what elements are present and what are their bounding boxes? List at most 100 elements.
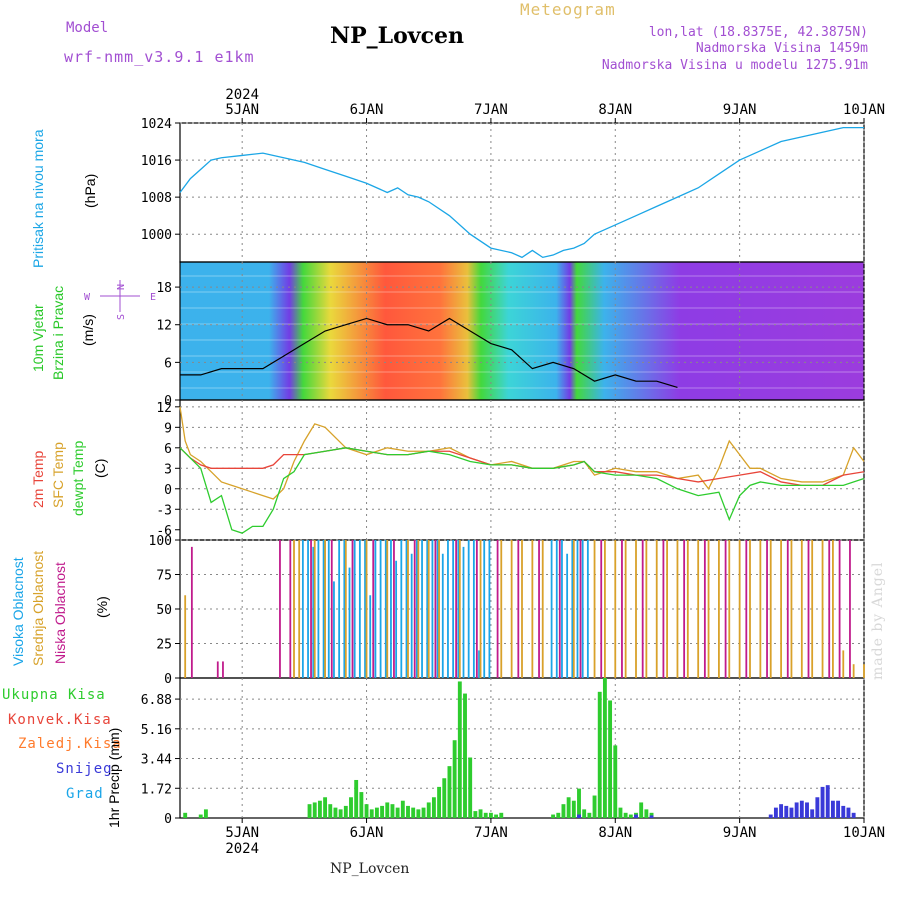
precip-bar xyxy=(494,814,499,818)
precip-bar xyxy=(483,812,488,818)
sfc-temp-line xyxy=(179,406,865,500)
precip-bar xyxy=(411,807,416,818)
precip-tick-label: 3.44 xyxy=(141,753,172,768)
precip-bar xyxy=(779,804,784,818)
precip-bar xyxy=(571,800,576,818)
precip-bar xyxy=(333,807,338,818)
precip-bar xyxy=(820,786,825,818)
precip-bar xyxy=(566,797,571,818)
precip-bar xyxy=(203,809,208,818)
precip-conv-label: Konvek.Kisa xyxy=(8,712,112,728)
precip-tick-label: 1.72 xyxy=(141,782,172,797)
precip-bar xyxy=(431,797,436,818)
precip-bar xyxy=(649,815,654,818)
temp-tick-label: 3 xyxy=(164,462,172,477)
precip-bar xyxy=(602,678,607,818)
meteogram-label: Meteogram xyxy=(520,0,616,19)
wind-tick-label: 18 xyxy=(156,281,172,296)
compass-n: N xyxy=(116,284,127,290)
x-tick-label-bottom: 10JAN xyxy=(843,825,885,841)
precip-bar xyxy=(349,797,353,818)
precip-bar xyxy=(457,681,462,818)
precip-bar xyxy=(473,811,478,818)
precip-bar xyxy=(582,809,587,818)
precip-frz-label: Zaledj.Kisa xyxy=(18,736,122,752)
temp-frame xyxy=(179,399,865,541)
precip-tick-label: 0 xyxy=(164,812,172,827)
wind-tick-label: 12 xyxy=(156,319,172,334)
precip-bar xyxy=(768,814,773,818)
x-tick-label-bottom: 9JAN xyxy=(723,825,757,841)
pressure-tick-label: 1000 xyxy=(141,228,172,243)
precip-snow-label: Snijeg xyxy=(56,761,113,777)
year-label-top: 2024 xyxy=(225,87,259,103)
precip-bar xyxy=(380,805,385,818)
precip-bar xyxy=(328,804,333,818)
cloud-tick-label: 0 xyxy=(164,672,172,687)
x-tick-label-top: 5JAN xyxy=(225,102,259,118)
year-label-bottom: 2024 xyxy=(225,841,259,857)
temp-tick-label: 12 xyxy=(156,401,172,416)
precip-bar xyxy=(628,814,633,818)
footer-station: NP_Lovcen xyxy=(330,861,410,877)
precip-bar xyxy=(815,797,820,818)
precip-bar xyxy=(447,766,452,818)
pressure-frame xyxy=(179,122,865,263)
precip-bar xyxy=(613,745,618,818)
precip-bar xyxy=(421,807,426,818)
x-tick-label-bottom: 5JAN xyxy=(225,825,259,841)
precip-bar xyxy=(805,802,809,818)
temp-tick-label: 6 xyxy=(164,442,172,457)
precip-bar xyxy=(395,807,400,818)
model-label: Model xyxy=(66,20,109,36)
temp-tick-label: 9 xyxy=(164,421,172,436)
precip-bar xyxy=(198,814,203,818)
precip-bar xyxy=(406,805,410,818)
model-elevation-label: Nadmorska Visina u modelu 1275.91m xyxy=(601,58,868,73)
wind-tick-label: 6 xyxy=(164,356,172,371)
precip-bar xyxy=(799,800,804,818)
x-tick-label-bottom: 7JAN xyxy=(474,825,508,841)
pressure-tick-label: 1008 xyxy=(141,191,172,206)
precip-bar xyxy=(794,802,799,818)
precip-bar xyxy=(499,812,504,818)
x-tick-label-bottom: 6JAN xyxy=(350,825,384,841)
precip-bar xyxy=(623,812,628,818)
precip-grad-label: Grad xyxy=(66,786,104,802)
precip-bar xyxy=(385,802,390,818)
model-name: wrf-nmm_v3.9.1 e1km xyxy=(64,48,255,66)
precip-bar xyxy=(773,807,778,818)
pressure-tick-label: 1024 xyxy=(141,117,172,132)
precip-bar xyxy=(841,805,846,818)
x-tick-label-top: 10JAN xyxy=(843,102,885,118)
temp-tick-label: 0 xyxy=(164,483,172,498)
pressure-tick-label: 1016 xyxy=(141,154,172,169)
dewpt-line xyxy=(179,447,865,534)
precip-bar xyxy=(452,740,457,818)
elevation-label: Nadmorska Visina 1459m xyxy=(695,41,868,56)
pressure-line xyxy=(179,126,864,259)
precip-bar xyxy=(608,700,613,818)
precip-bar xyxy=(317,800,322,818)
precip-tick-label: 5.16 xyxy=(141,723,172,738)
x-tick-label-top: 9JAN xyxy=(723,102,757,118)
precip-bar xyxy=(836,800,841,818)
precip-bar xyxy=(364,804,369,818)
x-tick-label-top: 8JAN xyxy=(598,102,632,118)
precip-bar xyxy=(577,814,581,818)
precip-bar xyxy=(551,814,556,818)
station-title: NP_Lovcen xyxy=(330,23,464,49)
cloud-tick-label: 75 xyxy=(156,569,172,584)
wind-speed-line xyxy=(180,317,678,389)
precip-bar xyxy=(390,804,395,818)
lonlat-label: lon,lat (18.8375E, 42.3875N) xyxy=(648,25,868,40)
precip-bar xyxy=(369,809,374,818)
compass-s: S xyxy=(116,314,127,320)
cloud-tick-label: 100 xyxy=(149,534,172,549)
wind-tick-label: 0 xyxy=(164,394,172,409)
precip-bar xyxy=(338,809,343,818)
precip-bar xyxy=(463,693,467,818)
precip-bar xyxy=(307,804,312,818)
precip-bar xyxy=(437,786,442,818)
